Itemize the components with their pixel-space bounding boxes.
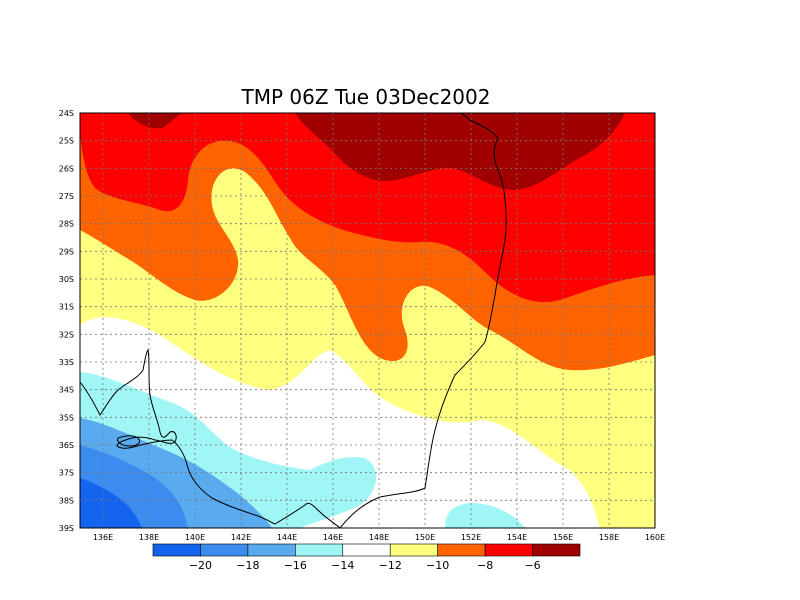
lon-tick-label: 158E [599, 533, 619, 542]
colorbar-label: −10 [426, 559, 449, 572]
lat-tick-label: 34S [59, 386, 74, 395]
lat-tick-label: 38S [59, 496, 74, 505]
lon-tick-label: 140E [185, 533, 205, 542]
lat-tick-label: 37S [59, 469, 74, 478]
lat-tick-label: 26S [59, 164, 74, 173]
colorbar: −20 −18 −16 −14 −12 −10 −8 −6 [152, 543, 581, 572]
colorbar-swatch [200, 543, 249, 557]
lat-tick-labels: 24S 25S 26S 27S 28S 29S 30S 31S 32S 33S 34S 35S 36S 3… [59, 109, 74, 533]
colorbar-label: −20 [189, 559, 212, 572]
band-dark-red [128, 113, 182, 129]
colorbar-label: −8 [477, 559, 493, 572]
lon-tick-label: 150E [415, 533, 435, 542]
band-cyan-east [445, 503, 525, 528]
lon-tick-label: 138E [139, 533, 159, 542]
lon-tick-label: 148E [369, 533, 389, 542]
lat-tick-label: 33S [59, 358, 74, 367]
lon-tick-label: 154E [507, 533, 527, 542]
colorbar-label: −14 [331, 559, 354, 572]
map-title: TMP 06Z Tue 03Dec2002 [241, 85, 491, 109]
colorbar-swatch [342, 543, 391, 557]
colorbar-swatch [389, 543, 438, 557]
lat-tick-label: 29S [59, 247, 74, 256]
lat-tick-label: 28S [59, 220, 74, 229]
lat-tick-label: 35S [59, 413, 74, 422]
lon-tick-label: 156E [553, 533, 573, 542]
lat-tick-label: 32S [59, 330, 74, 339]
coastline [80, 113, 507, 528]
lat-tick-label: 31S [59, 303, 74, 312]
lat-tick-label: 36S [59, 441, 74, 450]
colorbar-swatch [532, 543, 581, 557]
lon-tick-label: 144E [277, 533, 297, 542]
colorbar-swatch [295, 543, 344, 557]
colorbar-label: −16 [284, 559, 307, 572]
lon-tick-label: 136E [93, 533, 113, 542]
lat-tick-label: 27S [59, 192, 74, 201]
band-dark-red-east [295, 113, 625, 190]
lon-tick-labels: 136E 138E 140E 142E 144E 146E 148E 150E 152E 154E… [93, 533, 665, 542]
lon-tick-label: 152E [461, 533, 481, 542]
colorbar-swatch [484, 543, 533, 557]
temperature-field [80, 113, 655, 528]
lon-tick-label: 146E [323, 533, 343, 542]
colorbar-label: −6 [524, 559, 540, 572]
colorbar-label: −18 [236, 559, 259, 572]
colorbar-swatch [247, 543, 296, 557]
lon-tick-label: 160E [645, 533, 665, 542]
grid-lines [80, 113, 655, 528]
lat-tick-label: 39S [59, 524, 74, 533]
lon-tick-label: 142E [231, 533, 251, 542]
colorbar-swatch [152, 543, 201, 557]
colorbar-label: −12 [379, 559, 402, 572]
plot-frame [79, 112, 656, 529]
lat-tick-label: 30S [59, 275, 74, 284]
band-dark-blue [80, 478, 142, 528]
colorbar-swatch [437, 543, 486, 557]
lat-tick-label: 24S [59, 109, 74, 118]
lat-tick-label: 25S [59, 137, 74, 146]
